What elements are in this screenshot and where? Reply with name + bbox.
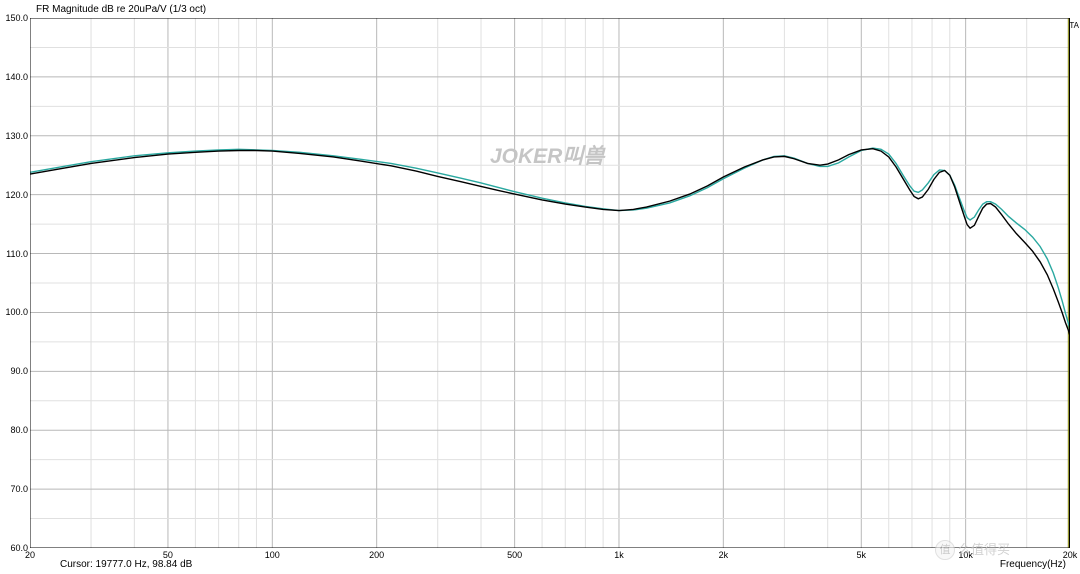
x-tick-label: 200 xyxy=(369,550,384,560)
x-tick-label: 500 xyxy=(507,550,522,560)
y-tick-label: 150.0 xyxy=(2,13,28,23)
chart-svg xyxy=(30,18,1070,548)
chart-title: FR Magnitude dB re 20uPa/V (1/3 oct) xyxy=(36,4,206,15)
y-tick-label: 90.0 xyxy=(2,366,28,376)
plot-area xyxy=(30,18,1070,548)
x-tick-label: 20 xyxy=(25,550,35,560)
x-axis-title: Frequency(Hz) xyxy=(1000,559,1066,570)
bottom-watermark-text: 么值得买 xyxy=(958,539,1010,558)
y-tick-label: 130.0 xyxy=(2,131,28,141)
y-tick-label: 80.0 xyxy=(2,425,28,435)
x-tick-label: 2k xyxy=(719,550,729,560)
y-tick-label: 100.0 xyxy=(2,307,28,317)
x-tick-label: 1k xyxy=(614,550,624,560)
y-tick-label: 70.0 xyxy=(2,484,28,494)
x-tick-label: 100 xyxy=(265,550,280,560)
y-tick-label: 120.0 xyxy=(2,190,28,200)
x-tick-label: 5k xyxy=(857,550,867,560)
y-tick-label: 110.0 xyxy=(2,249,28,259)
y-tick-label: 140.0 xyxy=(2,72,28,82)
cursor-readout: Cursor: 19777.0 Hz, 98.84 dB xyxy=(60,559,192,570)
bottom-watermark-icon: 值 xyxy=(935,540,955,560)
